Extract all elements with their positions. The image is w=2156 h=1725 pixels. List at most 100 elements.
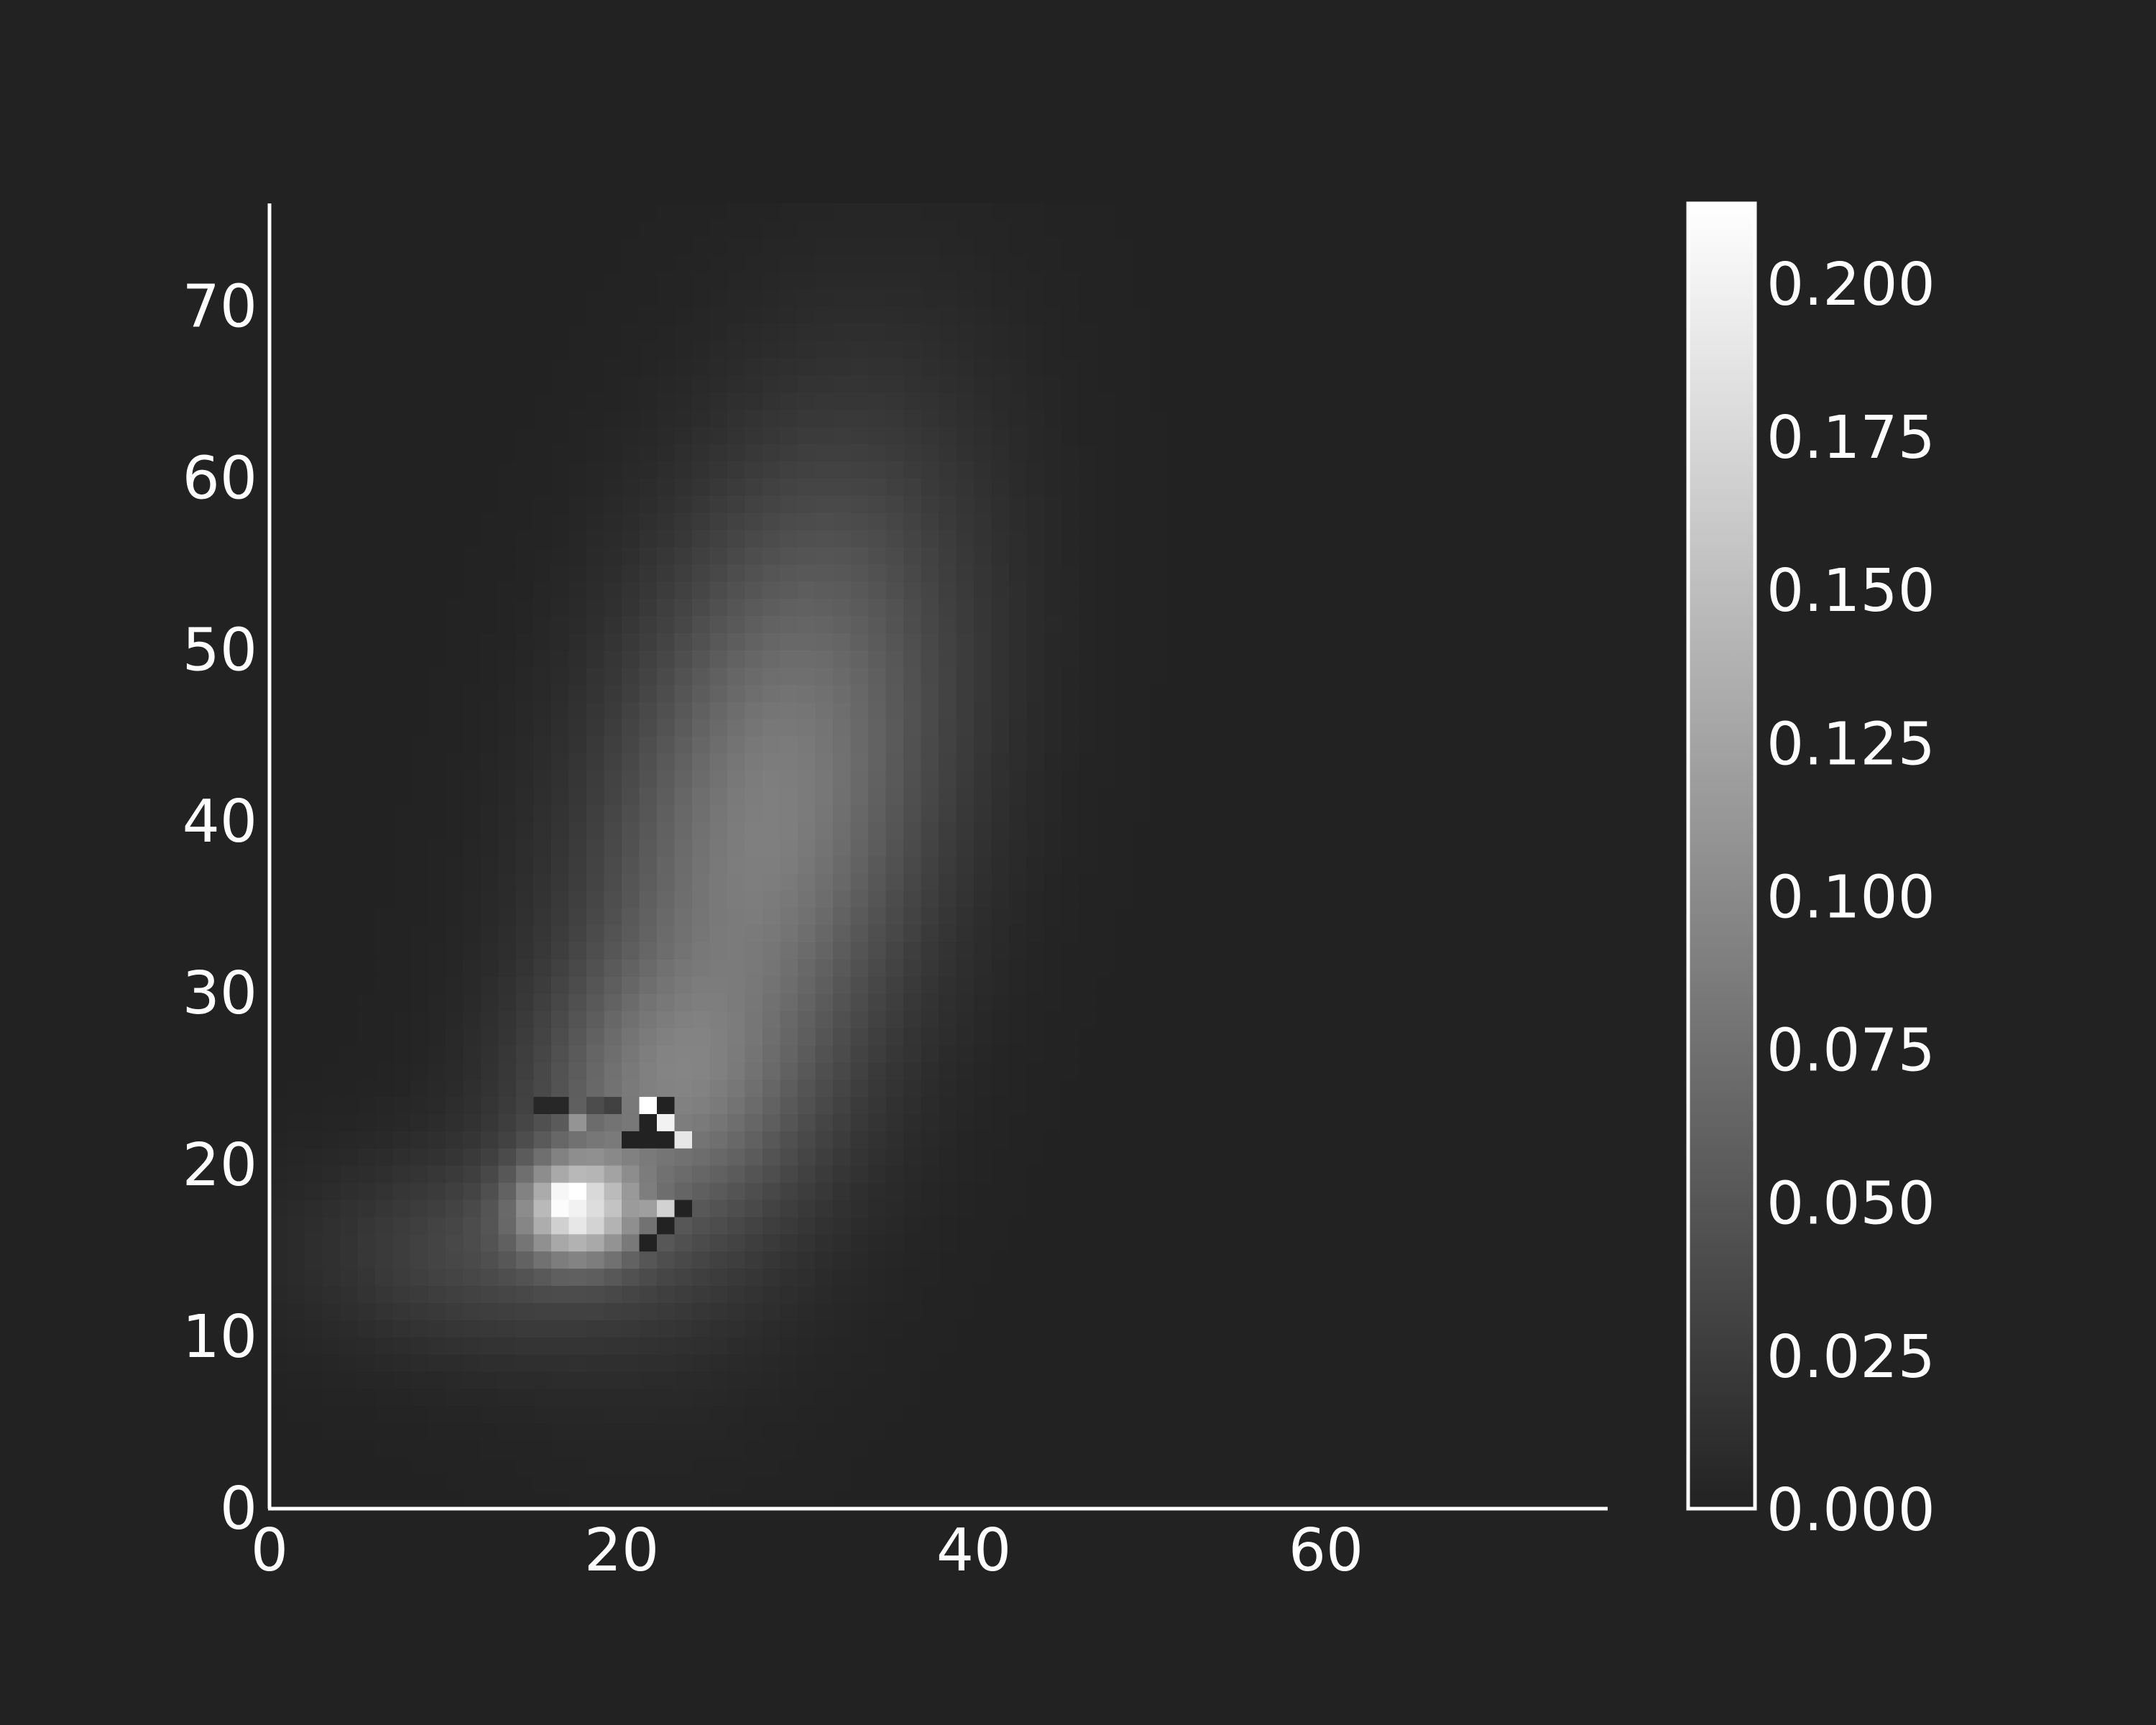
heatmap-cell [1202,1062,1221,1080]
heatmap-cell [1291,873,1309,891]
heatmap-cell [1449,701,1468,719]
heatmap-cell [798,1251,816,1269]
heatmap-cell [1572,1199,1591,1218]
heatmap-cell [1238,1182,1256,1200]
heatmap-cell [1572,907,1591,926]
heatmap-cell [1554,873,1573,891]
heatmap-cell [709,942,728,960]
heatmap-cell [1519,409,1538,428]
heatmap-cell [270,1165,288,1183]
heatmap-cell [939,667,957,685]
heatmap-cell [446,1062,464,1080]
heatmap-cell [410,546,429,565]
heatmap-cell [1044,546,1063,565]
heatmap-cell [798,839,816,857]
heatmap-cell [1220,1199,1239,1218]
heatmap-cell [305,804,323,822]
heatmap-cell [1220,1422,1239,1441]
heatmap-cell [921,804,939,822]
heatmap-cell [551,804,570,822]
heatmap-cell [1414,1337,1432,1355]
heatmap-cell [1291,1182,1309,1200]
heatmap-cell [533,512,552,530]
heatmap-cell [533,787,552,805]
heatmap-cell [692,426,711,445]
heatmap-cell [1378,426,1397,445]
heatmap-cell [1132,787,1151,805]
heatmap-cell [903,461,922,479]
heatmap-cell [1467,1062,1485,1080]
heatmap-cell [1467,804,1485,822]
heatmap-cell [1238,650,1256,668]
heatmap-cell [1343,1388,1362,1407]
heatmap-cell [287,374,305,393]
heatmap-cell [392,1062,411,1080]
heatmap-cell [375,1440,394,1458]
heatmap-cell [410,718,429,737]
heatmap-cell [991,873,1010,891]
heatmap-cell [815,976,834,994]
heatmap-cell [1097,993,1115,1011]
heatmap-cell [974,1062,992,1080]
heatmap-cell [657,1320,676,1338]
heatmap-cell [392,1422,411,1441]
heatmap-cell [974,1233,992,1252]
heatmap-cell [498,1268,517,1286]
heatmap-cell [604,530,622,548]
heatmap-cell [410,632,429,650]
heatmap-cell [1484,1199,1503,1218]
heatmap-cell [1572,409,1591,428]
heatmap-cell [1414,1044,1432,1063]
heatmap-cell [1256,718,1274,737]
heatmap-cell [1414,1011,1432,1029]
heatmap-cell [1150,1371,1169,1389]
heatmap-cell [1220,1405,1239,1424]
heatmap-cell [481,495,499,513]
heatmap-cell [709,753,728,771]
heatmap-cell [903,787,922,805]
heatmap-cell [1537,546,1556,565]
heatmap-cell [375,787,394,805]
heatmap-cell [885,1474,904,1492]
heatmap-cell [1467,1320,1485,1338]
heatmap-cell [270,873,288,891]
heatmap-cell [622,1285,640,1303]
heatmap-cell [287,1337,305,1355]
heatmap-cell [885,615,904,633]
heatmap-cell [1537,770,1556,788]
heatmap-cell [1554,1302,1573,1320]
heatmap-cell [1273,598,1291,617]
heatmap-cell [1044,718,1063,737]
heatmap-cell [939,615,957,633]
heatmap-cell [1414,1320,1432,1338]
heatmap-cell [340,1079,359,1098]
heatmap-cell [428,1251,446,1269]
heatmap-cell [533,426,552,445]
heatmap-cell [833,890,852,908]
heatmap-cell [657,976,676,994]
heatmap-cell [1097,822,1115,840]
heatmap-cell [815,787,834,805]
heatmap-cell [392,667,411,685]
heatmap-cell [1220,770,1239,788]
heatmap-cell [1061,1079,1080,1098]
heatmap-cell [903,374,922,393]
heatmap-cell [903,907,922,926]
heatmap-cell [305,512,323,530]
heatmap-cell [481,1268,499,1286]
heatmap-cell [780,890,798,908]
heatmap-cell [1467,478,1485,496]
heatmap-cell [798,1353,816,1372]
heatmap-cell [1502,1148,1521,1166]
heatmap-cell [956,530,975,548]
heatmap-cell [375,1457,394,1475]
heatmap-cell [1238,1096,1256,1115]
heatmap-cell [1202,461,1221,479]
heatmap-cell [939,735,957,754]
heatmap-cell [1044,478,1063,496]
heatmap-cell [1326,976,1345,994]
heatmap-cell [481,718,499,737]
heatmap-cell [1432,1233,1450,1252]
heatmap-cell [1256,1062,1274,1080]
heatmap-cell [745,1440,763,1458]
